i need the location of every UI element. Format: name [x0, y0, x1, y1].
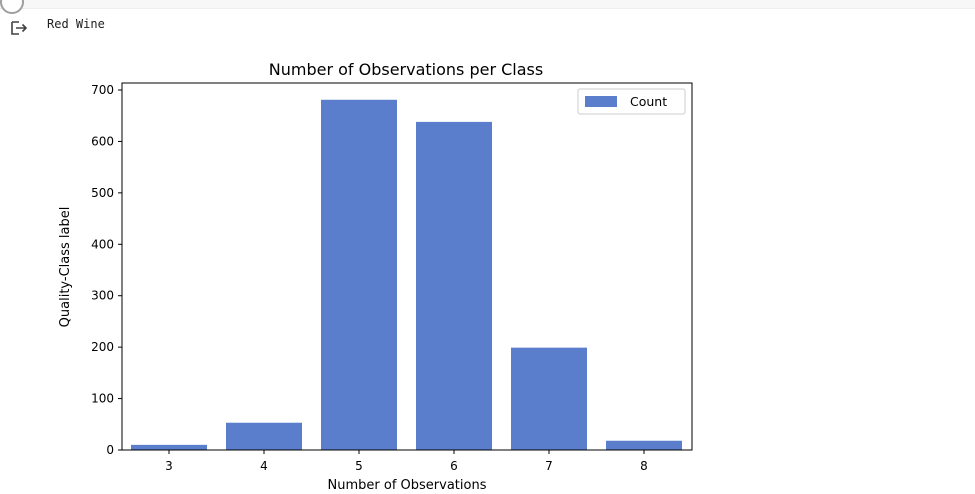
output-redirect-icon	[11, 21, 28, 35]
bar-4	[226, 422, 302, 450]
cell-top-strip	[0, 0, 975, 9]
output-text: Red Wine	[47, 17, 105, 31]
y-tick-label: 700	[91, 83, 114, 97]
chart-title: Number of Observations per Class	[269, 60, 543, 79]
x-tick-label: 7	[545, 459, 553, 473]
x-tick-label: 5	[355, 459, 363, 473]
bar-3	[131, 444, 207, 450]
x-tick-label: 8	[640, 459, 648, 473]
y-axis: 0 100 200 300 400 500 600 700	[91, 83, 122, 457]
y-tick-label: 500	[91, 186, 114, 200]
x-axis-label: Number of Observations	[328, 478, 487, 493]
bar-8	[606, 440, 682, 450]
legend-label: Count	[630, 94, 667, 109]
x-tick-label: 4	[260, 459, 268, 473]
legend: Count	[577, 88, 686, 115]
bars-layer	[131, 99, 682, 451]
x-axis: 3 4 5 6 7 8	[165, 450, 648, 473]
y-tick-label: 300	[91, 289, 114, 303]
plot-frame	[121, 82, 693, 451]
y-tick-label: 0	[106, 443, 114, 457]
bar-6	[416, 121, 492, 450]
y-axis-label: Quality-Class label	[58, 207, 73, 328]
legend-box	[577, 88, 686, 115]
legend-swatch	[585, 96, 617, 107]
x-tick-label: 6	[450, 459, 458, 473]
y-tick-label: 200	[91, 340, 114, 354]
x-tick-label: 3	[165, 459, 173, 473]
y-tick-label: 100	[91, 392, 114, 406]
bar-7	[511, 347, 587, 450]
y-tick-label: 400	[91, 237, 114, 251]
bar-5	[321, 99, 397, 451]
y-tick-label: 600	[91, 134, 114, 148]
